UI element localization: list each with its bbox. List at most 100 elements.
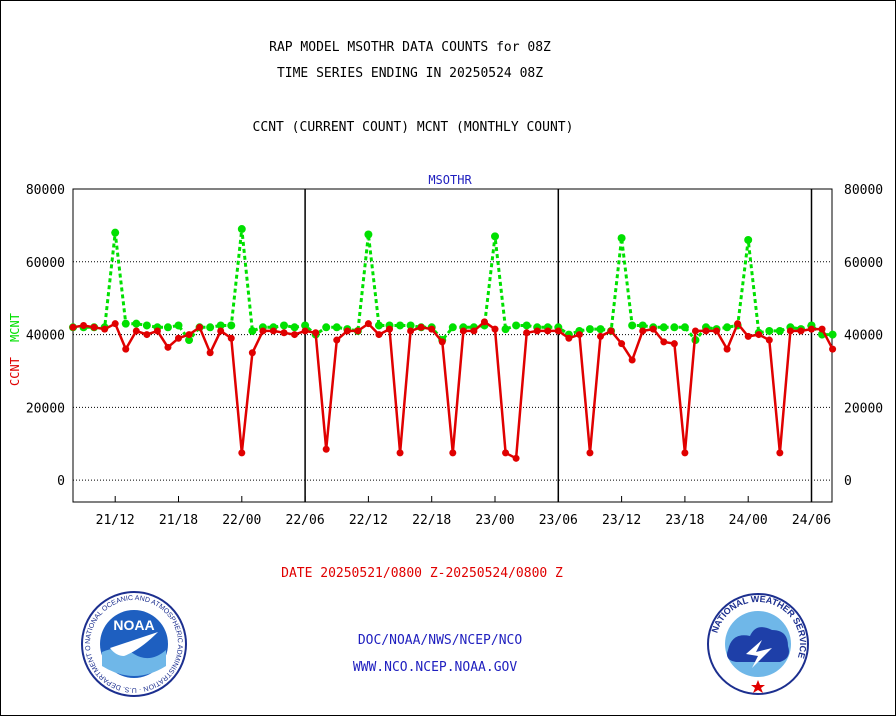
- data-point-ccnt: [681, 449, 689, 457]
- nws-logo: NATIONAL WEATHER SERVICE: [707, 593, 809, 695]
- data-point-ccnt: [407, 327, 415, 335]
- y-tick-label-right: 0: [844, 474, 852, 489]
- data-point-mcnt: [301, 321, 310, 330]
- y-tick-label-left: 80000: [26, 183, 65, 198]
- data-point-ccnt: [713, 327, 721, 335]
- date-range-label: DATE 20250521/0800 Z-20250524/0800 Z: [281, 566, 563, 581]
- data-point-ccnt: [818, 325, 826, 333]
- x-tick-label: 22/12: [349, 513, 388, 528]
- data-point-ccnt: [565, 334, 573, 342]
- data-point-ccnt: [829, 345, 837, 353]
- data-point-mcnt: [491, 232, 499, 241]
- data-point-mcnt: [163, 323, 172, 332]
- data-point-mcnt: [111, 228, 120, 237]
- data-point-ccnt: [428, 325, 436, 333]
- data-point-ccnt: [153, 327, 161, 335]
- y-tick-label-left: 60000: [26, 256, 65, 271]
- data-point-ccnt: [333, 336, 341, 344]
- data-point-mcnt: [406, 321, 415, 330]
- data-point-ccnt: [470, 327, 478, 335]
- data-point-mcnt: [512, 321, 521, 330]
- data-point-mcnt: [396, 321, 405, 330]
- data-point-ccnt: [164, 343, 172, 351]
- data-point-ccnt: [375, 331, 383, 339]
- data-point-mcnt: [322, 323, 331, 332]
- y-axis-label-mcnt: MCNT: [8, 313, 22, 342]
- data-point-ccnt: [776, 449, 784, 457]
- data-point-mcnt: [374, 321, 383, 330]
- data-point-mcnt: [596, 325, 605, 334]
- data-point-ccnt: [386, 325, 393, 333]
- data-point-ccnt: [312, 329, 320, 337]
- data-point-mcnt: [132, 319, 141, 328]
- data-point-ccnt: [786, 327, 794, 335]
- noaa-logo: NATIONAL OCEANIC AND ATMOSPHERIC ADMINIS…: [80, 590, 187, 697]
- data-point-ccnt: [206, 349, 214, 357]
- data-point-ccnt: [396, 449, 404, 457]
- y-tick-label-right: 80000: [844, 183, 883, 198]
- data-point-ccnt: [649, 325, 657, 333]
- data-point-ccnt: [660, 338, 668, 346]
- data-point-mcnt: [585, 325, 594, 334]
- data-point-ccnt: [744, 332, 752, 340]
- data-point-mcnt: [227, 321, 236, 330]
- x-tick-label: 23/18: [665, 513, 704, 528]
- data-point-ccnt: [101, 325, 109, 333]
- x-tick-label: 21/18: [159, 513, 198, 528]
- data-point-mcnt: [659, 323, 668, 332]
- noaa-logo-text: NOAA: [113, 617, 154, 633]
- data-point-ccnt: [143, 331, 151, 339]
- data-point-ccnt: [734, 320, 742, 328]
- y-tick-label-left: 0: [57, 474, 65, 489]
- data-point-mcnt: [744, 235, 753, 244]
- data-point-mcnt: [290, 323, 299, 332]
- data-point-mcnt: [617, 234, 626, 243]
- data-point-ccnt: [639, 327, 647, 335]
- data-point-ccnt: [533, 327, 541, 335]
- data-point-ccnt: [544, 327, 552, 335]
- data-point-mcnt: [206, 323, 215, 332]
- data-point-mcnt: [501, 325, 510, 334]
- data-point-mcnt: [142, 321, 151, 330]
- data-point-mcnt: [248, 326, 257, 335]
- data-point-ccnt: [291, 331, 299, 339]
- y-axis-label-ccnt: CCNT: [8, 357, 22, 386]
- x-tick-label: 22/06: [286, 513, 325, 528]
- x-tick-label: 23/12: [602, 513, 641, 528]
- data-point-ccnt: [280, 329, 288, 337]
- data-point-mcnt: [628, 321, 637, 330]
- data-point-ccnt: [523, 329, 531, 337]
- chart-subtitle: CCNT (CURRENT COUNT) MCNT (MONTHLY COUNT…: [252, 120, 574, 135]
- website-link[interactable]: WWW.NCO.NCEP.NOAA.GOV: [352, 660, 518, 675]
- data-point-ccnt: [618, 340, 626, 348]
- chart-title-line1: RAP MODEL MSOTHR DATA COUNTS for 08Z: [269, 40, 551, 55]
- data-point-mcnt: [216, 321, 225, 330]
- data-point-ccnt: [227, 334, 235, 342]
- data-point-ccnt: [480, 318, 488, 326]
- data-point-ccnt: [269, 327, 277, 335]
- data-point-mcnt: [174, 321, 183, 330]
- data-point-ccnt: [691, 327, 699, 335]
- data-point-mcnt: [448, 323, 457, 332]
- y-tick-label-right: 40000: [844, 329, 883, 344]
- data-point-ccnt: [628, 356, 636, 364]
- data-point-ccnt: [343, 327, 351, 335]
- x-tick-label: 24/06: [792, 513, 831, 528]
- data-point-ccnt: [723, 345, 731, 353]
- x-tick-label: 24/00: [729, 513, 768, 528]
- data-point-ccnt: [797, 327, 805, 335]
- data-point-ccnt: [322, 445, 330, 453]
- data-point-mcnt: [237, 225, 246, 234]
- data-point-mcnt: [723, 323, 732, 332]
- x-tick-label: 23/06: [539, 513, 578, 528]
- data-point-ccnt: [196, 323, 204, 331]
- data-point-mcnt: [638, 321, 647, 330]
- x-tick-label: 22/00: [222, 513, 261, 528]
- data-point-mcnt: [121, 319, 130, 328]
- data-point-mcnt: [332, 323, 341, 332]
- data-point-ccnt: [80, 321, 88, 329]
- data-point-mcnt: [280, 321, 288, 330]
- data-point-mcnt: [775, 326, 784, 335]
- data-point-ccnt: [354, 327, 362, 335]
